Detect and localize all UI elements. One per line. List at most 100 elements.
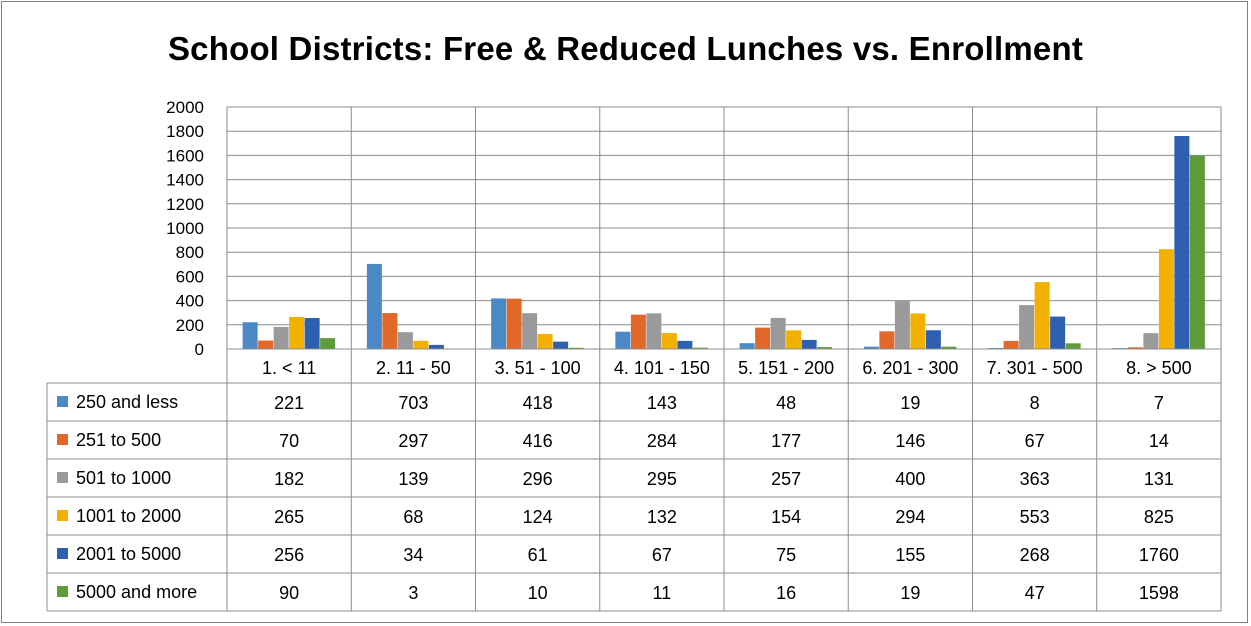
- bar: [491, 298, 507, 349]
- data-table-value: 131: [1144, 469, 1174, 489]
- bar: [1143, 333, 1159, 349]
- y-tick-label: 800: [176, 243, 204, 262]
- y-tick-label: 2000: [166, 98, 204, 117]
- bar: [755, 327, 771, 349]
- bar: [770, 317, 786, 349]
- y-tick-label: 400: [176, 292, 204, 311]
- bar: [910, 313, 926, 349]
- data-table-value: 363: [1020, 469, 1050, 489]
- data-table-value: 14: [1149, 431, 1169, 451]
- data-table-value: 146: [895, 431, 925, 451]
- data-table-value: 3: [408, 583, 418, 603]
- legend-key: [57, 434, 68, 445]
- bar: [242, 322, 258, 349]
- data-table-value: 297: [398, 431, 428, 451]
- data-table-value: 294: [895, 507, 925, 527]
- data-table-value: 257: [771, 469, 801, 489]
- legend-key: [57, 510, 68, 521]
- category-label: 8. > 500: [1126, 358, 1192, 378]
- y-axis-ticks: 0 200 400 600 800 1000 1200 1400 1600 1800 2000: [166, 98, 204, 359]
- data-table-value: 67: [1025, 431, 1045, 451]
- data-table-value: 19: [900, 393, 920, 413]
- data-table-value: 182: [274, 469, 304, 489]
- data-table-value: 47: [1025, 583, 1045, 603]
- data-table-value: 8: [1030, 393, 1040, 413]
- category-label: 6. 201 - 300: [862, 358, 958, 378]
- bar: [1189, 155, 1205, 349]
- bars: [242, 136, 1205, 350]
- y-tick-label: 1200: [166, 195, 204, 214]
- data-table-value: 10: [528, 583, 548, 603]
- bar: [553, 341, 569, 349]
- bar: [304, 318, 320, 349]
- legend-key: [57, 472, 68, 483]
- data-table-value: 221: [274, 393, 304, 413]
- bar: [661, 333, 677, 349]
- y-tick-label: 1000: [166, 219, 204, 238]
- data-table-value: 70: [279, 431, 299, 451]
- y-tick-label: 600: [176, 267, 204, 286]
- series-name: 2001 to 5000: [76, 544, 181, 564]
- bar: [382, 313, 398, 349]
- bar: [1158, 249, 1174, 349]
- data-table-value: 34: [403, 545, 423, 565]
- legend-key: [57, 548, 68, 559]
- data-table-value: 61: [528, 545, 548, 565]
- bar: [1050, 316, 1066, 349]
- data-table-value: 1598: [1139, 583, 1179, 603]
- bar: [320, 338, 336, 349]
- data-table-value: 124: [523, 507, 553, 527]
- data-table-value: 90: [279, 583, 299, 603]
- category-label: 1. < 11: [262, 358, 316, 378]
- data-table-value: 139: [398, 469, 428, 489]
- series-name: 1001 to 2000: [76, 506, 181, 526]
- bar: [413, 340, 429, 349]
- bar: [739, 343, 755, 349]
- bar: [630, 314, 646, 349]
- data-table-value: 268: [1020, 545, 1050, 565]
- bar: [522, 313, 538, 349]
- data-table-value: 19: [900, 583, 920, 603]
- bar: [273, 326, 289, 349]
- category-label: 2. 11 - 50: [376, 358, 451, 378]
- category-label: 4. 101 - 150: [614, 358, 710, 378]
- data-table-value: 143: [647, 393, 677, 413]
- y-tick-label: 1800: [166, 122, 204, 141]
- data-table-value: 825: [1144, 507, 1174, 527]
- y-tick-label: 1600: [166, 146, 204, 165]
- bar: [397, 332, 413, 349]
- data-table-value: 75: [776, 545, 796, 565]
- bar: [1034, 282, 1050, 349]
- series-name: 5000 and more: [76, 582, 197, 602]
- data-table-value: 284: [647, 431, 677, 451]
- bar: [1019, 305, 1035, 349]
- bar: [879, 331, 895, 349]
- bar: [258, 340, 274, 349]
- data-table-value: 68: [403, 507, 423, 527]
- data-table-value: 418: [523, 393, 553, 413]
- data-table-value: 154: [771, 507, 801, 527]
- data-table-value: 400: [895, 469, 925, 489]
- bar: [1174, 136, 1190, 349]
- bar: [925, 330, 941, 349]
- y-tick-label: 1400: [166, 171, 204, 190]
- bar: [506, 298, 522, 349]
- data-table-value: 177: [771, 431, 801, 451]
- data-table-value: 7: [1154, 393, 1164, 413]
- bar: [863, 346, 879, 349]
- bar: [817, 347, 833, 349]
- series-name: 501 to 1000: [76, 468, 171, 488]
- category-label: 3. 51 - 100: [495, 358, 581, 378]
- bar: [801, 339, 817, 349]
- data-table-value: 155: [895, 545, 925, 565]
- data-table-value: 416: [523, 431, 553, 451]
- bar: [894, 300, 910, 349]
- data-table-value: 67: [652, 545, 672, 565]
- bar: [786, 330, 802, 349]
- bar: [537, 333, 553, 349]
- bar: [428, 344, 444, 349]
- data-table-value: 295: [647, 469, 677, 489]
- series-name: 251 to 500: [76, 430, 161, 450]
